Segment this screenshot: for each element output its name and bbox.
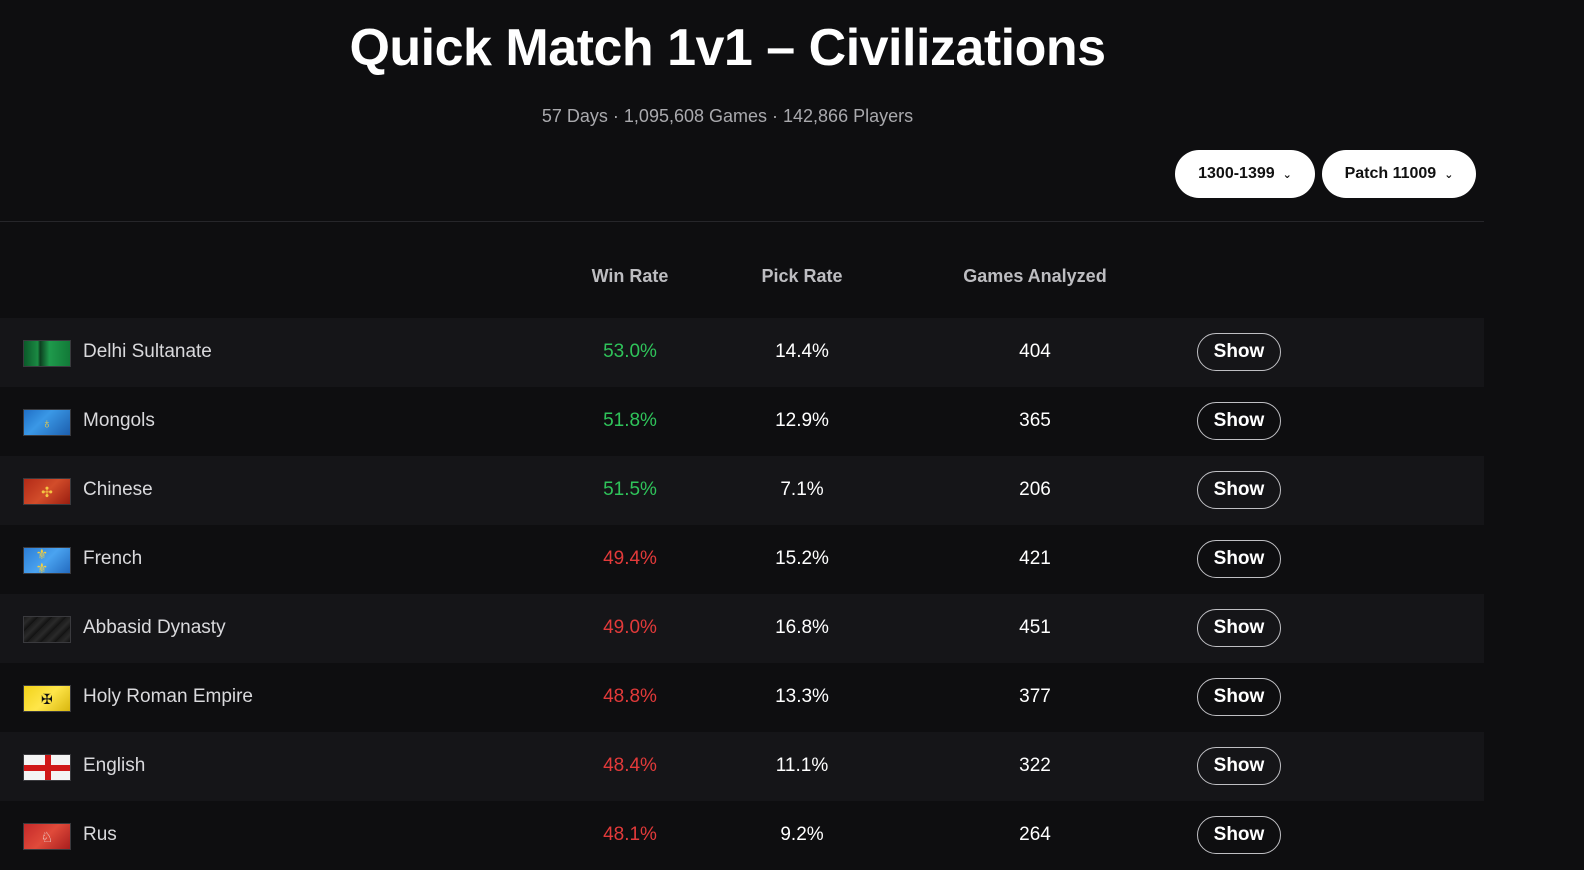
patch-label: Patch 11009 [1344,165,1437,182]
show-button[interactable]: Show [1197,333,1281,371]
pick-rate: 16.8% [775,617,829,638]
show-button[interactable]: Show [1197,471,1281,509]
win-rate: 51.5% [603,479,657,500]
pick-rate: 13.3% [775,686,829,707]
chevron-down-icon: ⌄ [1444,168,1454,181]
civ-name: Rus [83,824,117,845]
games-analyzed: 322 [1019,755,1051,776]
win-rate: 48.8% [603,686,657,707]
pick-rate: 11.1% [775,755,829,776]
chevron-down-icon: ⌄ [1282,168,1292,181]
pick-rate: 15.2% [775,548,829,569]
flag-icon: ✠ [23,685,71,712]
column-header-pick-rate[interactable]: Pick Rate [761,266,843,286]
civ-name: Holy Roman Empire [83,686,253,707]
flag-icon: ♘ [23,823,71,850]
flag-icon: ✣ [23,478,71,505]
table-row: Delhi Sultanate 53.0% 14.4% 404 Show [0,318,1484,387]
flag-icon: ⚜ ⚜ [23,547,71,574]
show-button[interactable]: Show [1197,678,1281,716]
games-analyzed: 421 [1019,548,1051,569]
pick-rate: 14.4% [775,341,829,362]
flag-icon [23,340,71,367]
table-row: ✣ Chinese 51.5% 7.1% 206 Show [0,456,1484,525]
show-button[interactable]: Show [1197,609,1281,647]
games-analyzed: 264 [1019,824,1051,845]
win-rate: 48.1% [603,824,657,845]
table-row: ♘ Rus 48.1% 9.2% 264 Show [0,801,1484,870]
civilization-table: Delhi Sultanate 53.0% 14.4% 404 Show ♁ Mongols… [0,318,1484,870]
pick-rate: 9.2% [780,824,824,845]
games-analyzed: 404 [1019,341,1051,362]
column-header-games-analyzed[interactable]: Games Analyzed [963,266,1107,286]
pick-rate: 7.1% [780,479,824,500]
table-row: ⚜ ⚜ French 49.4% 15.2% 421 Show [0,525,1484,594]
flag-icon [23,754,71,781]
games-analyzed: 377 [1019,686,1051,707]
show-button[interactable]: Show [1197,540,1281,578]
civ-name: Mongols [83,410,155,431]
civ-name: Abbasid Dynasty [83,617,226,638]
win-rate: 48.4% [603,755,657,776]
show-button[interactable]: Show [1197,816,1281,854]
elo-range-dropdown[interactable]: 1300-1399 ⌄ [1175,150,1315,198]
civ-name: English [83,755,146,776]
show-button[interactable]: Show [1197,747,1281,785]
show-button[interactable]: Show [1197,402,1281,440]
win-rate: 49.4% [603,548,657,569]
games-analyzed: 451 [1019,617,1051,638]
column-header-win-rate[interactable]: Win Rate [591,266,669,286]
flag-icon [23,616,71,643]
pick-rate: 12.9% [775,410,829,431]
civ-name: French [83,548,143,569]
page-header: Quick Match 1v1 – Civilizations 57 Days … [0,0,1484,222]
stats-summary: 57 Days · 1,095,608 Games · 142,866 Play… [541,106,914,126]
games-analyzed: 365 [1019,410,1051,431]
table-row: ♁ Mongols 51.8% 12.9% 365 Show [0,387,1484,456]
table-row: ✠ Holy Roman Empire 48.8% 13.3% 377 Show [0,663,1484,732]
table-row: Abbasid Dynasty 49.0% 16.8% 451 Show [0,594,1484,663]
civ-name: Chinese [83,479,153,500]
games-analyzed: 206 [1019,479,1051,500]
win-rate: 51.8% [603,410,657,431]
patch-dropdown[interactable]: Patch 11009 ⌄ [1322,150,1476,198]
flag-icon: ♁ [23,409,71,436]
civ-name: Delhi Sultanate [83,341,212,362]
win-rate: 49.0% [603,617,657,638]
win-rate: 53.0% [603,341,657,362]
table-row: English 48.4% 11.1% 322 Show [0,732,1484,801]
page-title: Quick Match 1v1 – Civilizations [349,19,1106,77]
elo-range-label: 1300-1399 [1198,165,1275,182]
